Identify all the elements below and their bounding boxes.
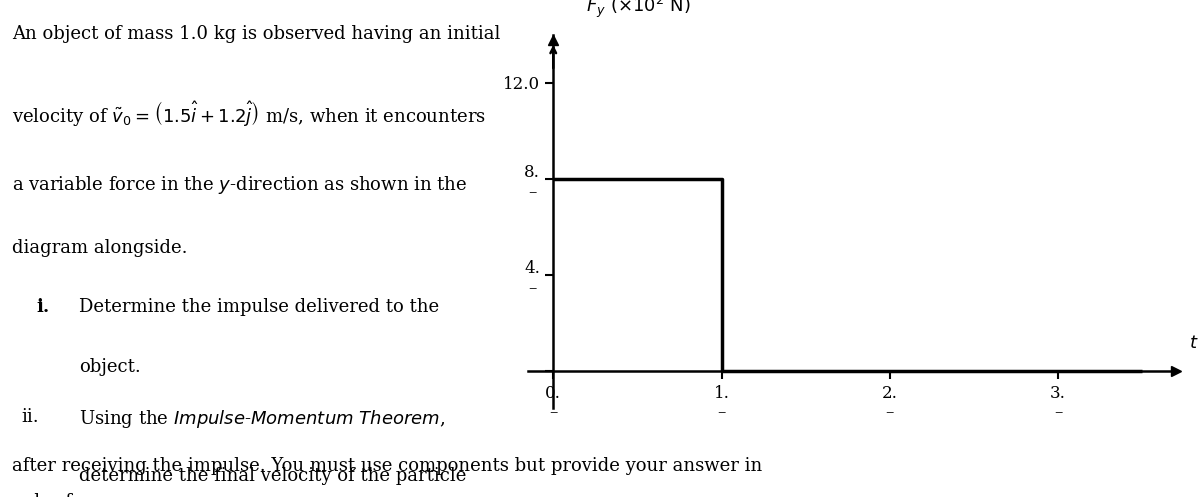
Text: i.: i. — [36, 298, 49, 316]
Text: $t$ (ms): $t$ (ms) — [1189, 331, 1200, 353]
Text: Using the $\it{Impulse}$-$\it{Momentum\ Theorem}$,: Using the $\it{Impulse}$-$\it{Momentum\ … — [79, 408, 445, 429]
Text: polar form.: polar form. — [12, 493, 114, 497]
Text: $F_y\ (\times10^2\ \mathrm{N})$: $F_y\ (\times10^2\ \mathrm{N})$ — [587, 0, 691, 20]
Text: Determine the impulse delivered to the: Determine the impulse delivered to the — [79, 298, 439, 316]
Text: velocity of $\tilde{v}_0 = \left(1.5\hat{i}+1.2\hat{j}\right)$ m/s, when it enco: velocity of $\tilde{v}_0 = \left(1.5\hat… — [12, 99, 486, 128]
Text: determine the final velocity of the particle: determine the final velocity of the part… — [79, 467, 467, 485]
Text: object.: object. — [79, 358, 140, 376]
Text: diagram alongside.: diagram alongside. — [12, 239, 187, 256]
Text: An object of mass 1.0 kg is observed having an initial: An object of mass 1.0 kg is observed hav… — [12, 25, 500, 43]
Text: after receiving the impulse. You must use components but provide your answer in: after receiving the impulse. You must us… — [12, 457, 762, 475]
Text: a variable force in the $y$-direction as shown in the: a variable force in the $y$-direction as… — [12, 174, 467, 196]
Text: ii.: ii. — [22, 408, 40, 425]
